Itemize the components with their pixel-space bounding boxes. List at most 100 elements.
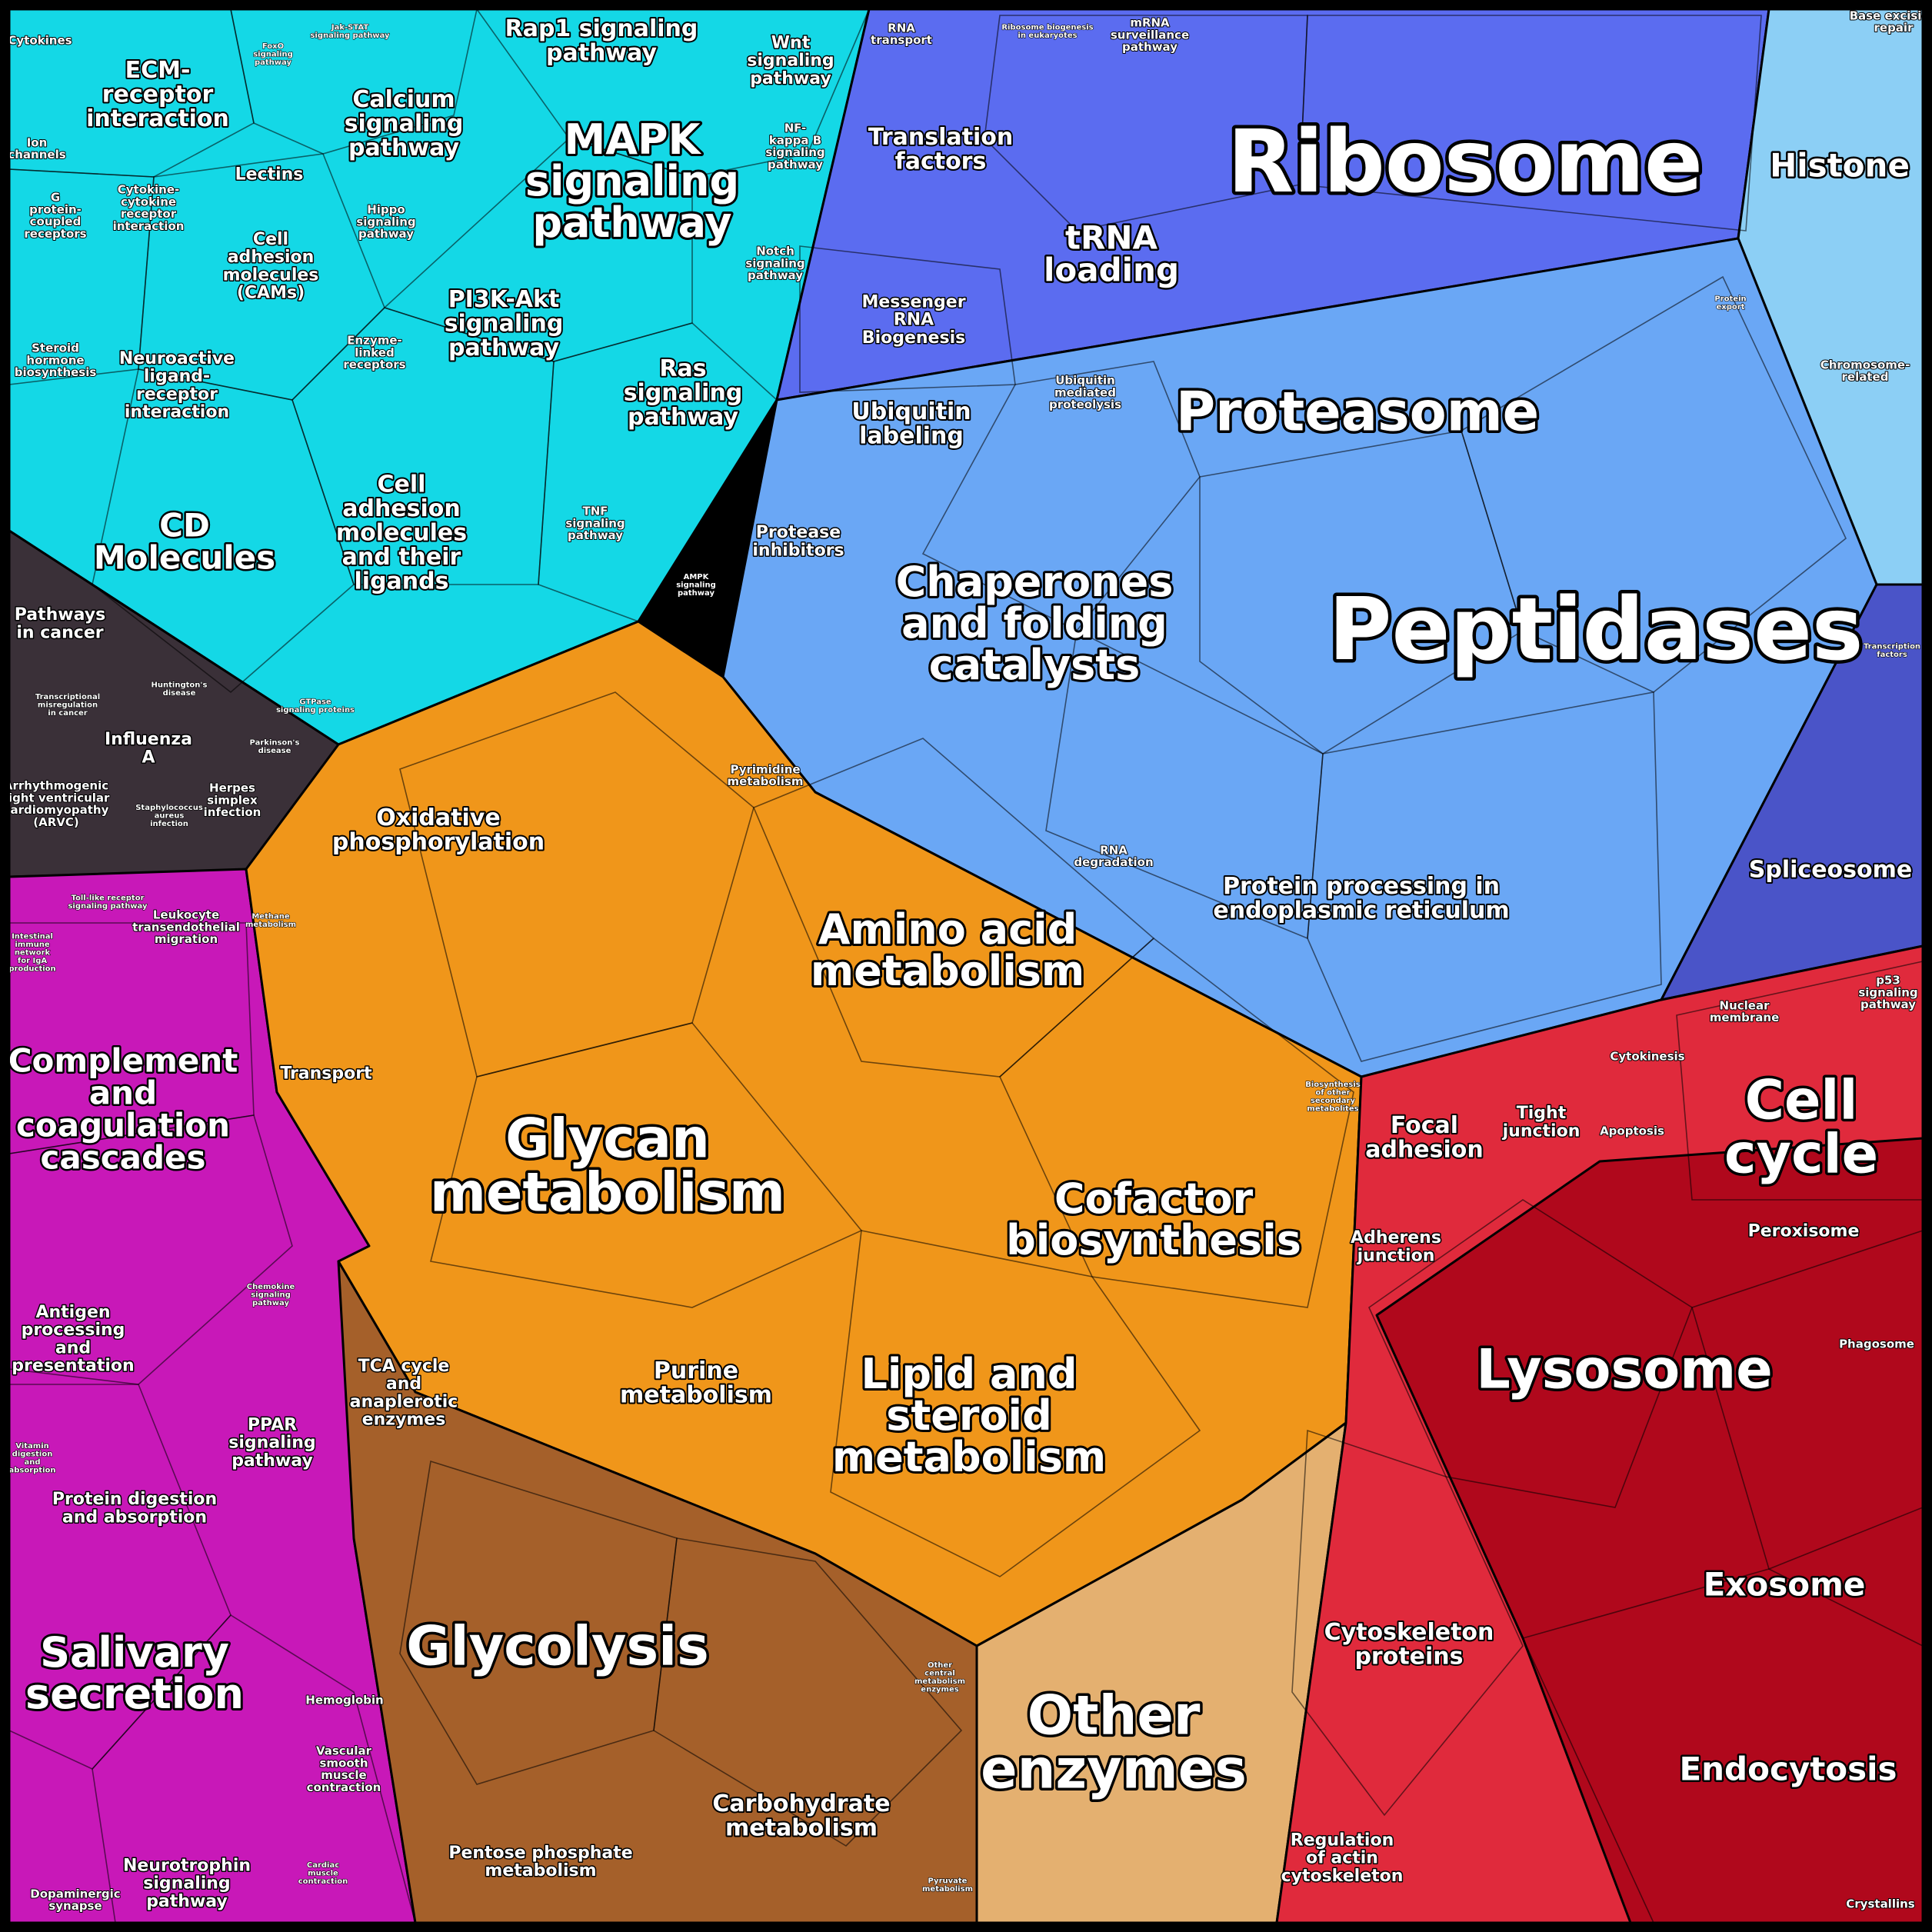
region-label-chromosome: Chromosome-related bbox=[1820, 358, 1910, 384]
region-label-transcfac: Transcription factors bbox=[1864, 642, 1920, 659]
region-label-regactin: Regulation of actin cytoskeleton bbox=[1281, 1831, 1404, 1886]
region-label-herpes: Herpes simplex infection bbox=[204, 781, 261, 820]
region-label-apoptosis: Apoptosis bbox=[1600, 1124, 1664, 1138]
region-label-cofactor: Cofactor biosynthesis bbox=[1006, 1174, 1301, 1264]
sub-cell bbox=[399, 691, 754, 1078]
region-label-rnatransport: RNA transport bbox=[871, 21, 932, 47]
region-label-transport: Transport bbox=[280, 1064, 372, 1084]
region-label-tight: Tight junction bbox=[1502, 1104, 1581, 1141]
region-label-glycan: Glycan metabolism bbox=[430, 1108, 785, 1224]
region-label-dopamine: Dopaminergic synapse bbox=[30, 1887, 120, 1913]
region-label-carbo: Carbohydrate metabolism bbox=[712, 1790, 890, 1842]
region-label-steroidhorm: Steroid hormone biosynthesis bbox=[15, 341, 97, 380]
region-label-tollreceptor: Toll-like receptor signaling pathway bbox=[68, 894, 148, 911]
region-label-p53: p53 signaling pathway bbox=[1858, 974, 1917, 1012]
region-label-salivary: Salivary secretion bbox=[25, 1628, 244, 1718]
region-label-ubiprot: Ubiquitin mediated proteolysis bbox=[1049, 374, 1121, 412]
sub-cell bbox=[1299, 15, 1762, 232]
region-label-neuro: Neuroactive ligand-receptor interaction bbox=[119, 349, 235, 421]
region-label-protdig: Protein digestion and absorption bbox=[52, 1490, 217, 1527]
region-label-neurotrophin: Neurotrophin signaling pathway bbox=[123, 1857, 251, 1911]
sub-cell bbox=[92, 368, 355, 694]
region-label-protexport: Protein export bbox=[1714, 295, 1746, 311]
region-label-mrnabio: Messenger RNA Biogenesis bbox=[861, 293, 965, 348]
region-label-cytoskel: Cytoskeleton proteins bbox=[1324, 1619, 1494, 1671]
region-label-antigen: Antigen processing and presentation bbox=[12, 1303, 134, 1375]
region-cells bbox=[8, 8, 1924, 1924]
region-label-proteasome: Proteasome bbox=[1176, 381, 1539, 444]
region-label-huntington: Huntington's disease bbox=[152, 681, 208, 698]
region-label-celladh: Cell adhesion molecules and their ligands bbox=[336, 471, 467, 595]
region-label-transcmis: Transcriptional misregulation in cancer bbox=[35, 693, 100, 718]
region-label-mapk: MAPK signaling pathway bbox=[525, 115, 739, 247]
region-label-pyruvate: Pyruvate metabolism bbox=[922, 1877, 973, 1894]
region-label-otherenz: Other enzymes bbox=[981, 1684, 1247, 1801]
region-label-translation: Translation factors bbox=[868, 124, 1014, 175]
region-label-cd: CD Molecules bbox=[94, 507, 275, 577]
region-label-ribobio: Ribosome biogenesis in eukaryotes bbox=[1001, 23, 1093, 40]
sub-cell bbox=[1461, 275, 1847, 693]
region-label-methane: Methane metabolism bbox=[245, 912, 296, 929]
region-label-pi3k: PI3K-Akt signaling pathway bbox=[445, 286, 564, 361]
sub-cell bbox=[984, 15, 1308, 232]
region-label-protinh: Protease inhibitors bbox=[752, 523, 844, 560]
region-label-spliceosome: Spliceosome bbox=[1749, 857, 1912, 884]
region-label-gtpase: GTPase signaling proteins bbox=[276, 698, 355, 715]
region-label-notch: Notch signaling pathway bbox=[745, 245, 804, 283]
region-label-pyrimidine: Pyrimidine metabolism bbox=[728, 762, 804, 788]
sub-cell bbox=[1291, 1429, 1524, 1817]
region-label-hippo: Hippo signaling pathway bbox=[356, 203, 415, 242]
region-label-intestinal: Intestinal immune network for IgA production bbox=[8, 933, 55, 974]
region-label-endocytosis: Endocytosis bbox=[1679, 1750, 1897, 1788]
region-label-cams: Cell adhesion molecules (CAMs) bbox=[223, 230, 319, 302]
region-label-focal: Focal adhesion bbox=[1365, 1112, 1484, 1164]
region-label-cellcycle: Cell cycle bbox=[1724, 1069, 1878, 1186]
region-label-oxphos: Oxidative phosphorylation bbox=[332, 804, 545, 856]
region-label-chemokine: Chemokine signaling pathway bbox=[247, 1283, 295, 1307]
region-label-pentose: Pentose phosphate metabolism bbox=[448, 1844, 632, 1880]
region-label-cytcyt: Cytokine-cytokine receptor interaction bbox=[113, 183, 185, 233]
region-label-complement: Complement and coagulation cascades bbox=[8, 1042, 238, 1177]
region-label-vitamin: Vitamin digestion and absorption bbox=[8, 1442, 55, 1475]
region-label-ion: Ion channels bbox=[8, 135, 65, 162]
region-label-mrnasurv: mRNA surveillance pathway bbox=[1111, 16, 1189, 55]
region-label-tca: TCA cycle and anaplerotic enzymes bbox=[350, 1357, 458, 1429]
region-label-aminoacid: Amino acid metabolism bbox=[811, 905, 1084, 995]
region-label-jakstat: Jak-STAT signaling pathway bbox=[310, 23, 390, 40]
region-label-cancer: Pathways in cancer bbox=[15, 605, 106, 642]
region-label-tnf: TNF signaling pathway bbox=[565, 505, 625, 543]
region-label-cytokinesis: Cytokinesis bbox=[1610, 1049, 1684, 1063]
region-label-er: Protein processing in endoplasmic reticul… bbox=[1213, 873, 1509, 924]
sub-cell bbox=[399, 1460, 678, 1785]
sub-cell bbox=[1199, 430, 1524, 754]
region-label-phagosome: Phagosome bbox=[1839, 1337, 1914, 1351]
sub-cell bbox=[291, 307, 555, 585]
region-label-rnadeg: RNA degradation bbox=[1074, 843, 1153, 869]
region-label-exosome: Exosome bbox=[1704, 1566, 1866, 1604]
region-label-lectins: Lectins bbox=[235, 165, 304, 185]
region-label-nuclearmem: Nuclear membrane bbox=[1710, 998, 1780, 1024]
region-label-lipid: Lipid and steroid metabolism bbox=[832, 1350, 1106, 1481]
region-label-cardiac: Cardiac muscle contraction bbox=[298, 1861, 348, 1886]
region-label-hemoglobin: Hemoglobin bbox=[305, 1693, 383, 1707]
region-label-ppar: PPAR signaling pathway bbox=[228, 1416, 315, 1471]
region-label-ubilabel: Ubiquitin labeling bbox=[851, 398, 971, 450]
region-label-biosecond: Biosynthesis of other secondary metabolites bbox=[1305, 1081, 1361, 1114]
region-label-trna: tRNA loading bbox=[1044, 219, 1179, 289]
sub-cell bbox=[999, 937, 1354, 1308]
region-label-vascular: Vascular smooth muscle contraction bbox=[307, 1744, 381, 1794]
region-label-ras: Ras signaling pathway bbox=[624, 355, 743, 431]
region-label-wnt: Wnt signaling pathway bbox=[747, 34, 834, 88]
region-label-adherens: Adherens junction bbox=[1351, 1228, 1441, 1265]
region-label-calcium: Calcium signaling pathway bbox=[345, 86, 464, 162]
region-label-histone: Histone bbox=[1770, 147, 1910, 185]
sub-cells bbox=[8, 8, 1924, 1924]
region-label-influenza: Influenza A bbox=[105, 730, 192, 767]
region-label-crystallins: Crystallins bbox=[1846, 1897, 1915, 1910]
region-label-purine: Purine metabolism bbox=[620, 1357, 772, 1409]
sub-cell bbox=[92, 1614, 417, 1924]
